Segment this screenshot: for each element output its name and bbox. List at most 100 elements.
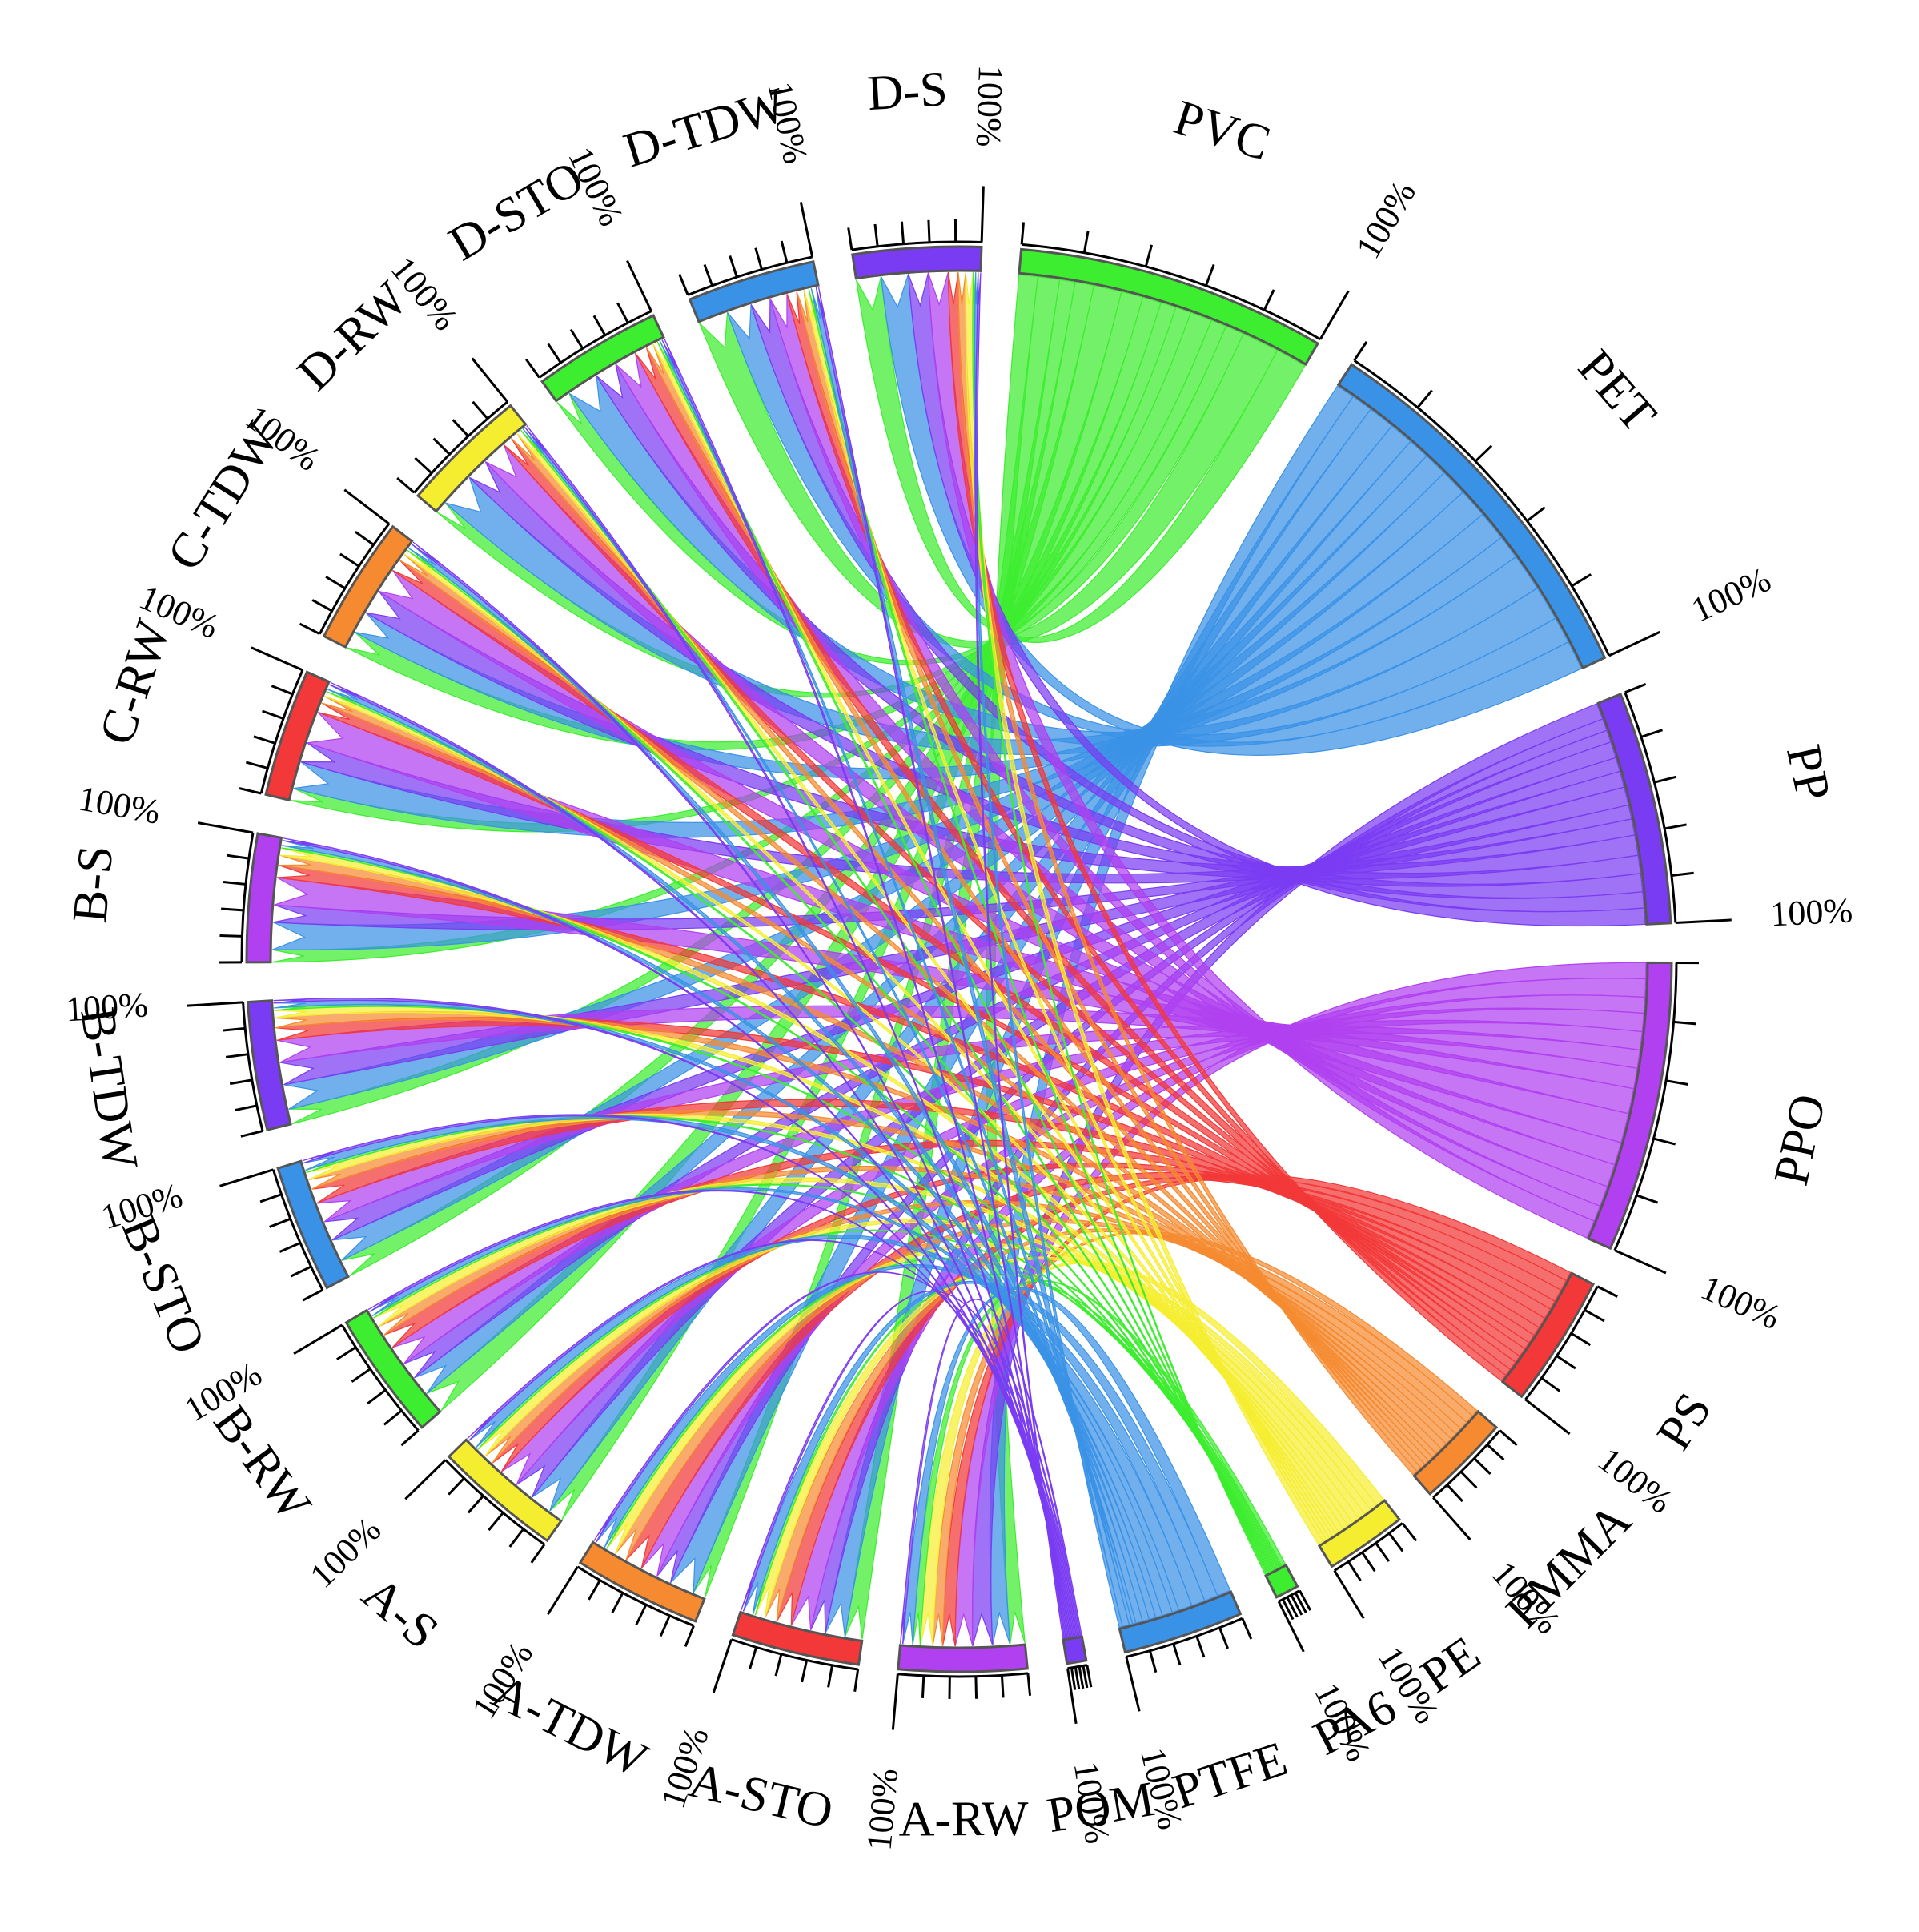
segment-label-pom: POM (1043, 1772, 1158, 1843)
tick-d-rw-3 (452, 419, 469, 437)
segment-arc-pp (1596, 693, 1672, 926)
segment-label-pet: PET (1568, 340, 1667, 443)
tick-pvc-1 (1082, 230, 1090, 253)
segment-label-a-sto: A-STO (684, 1753, 838, 1839)
tick-pvc-3 (1205, 263, 1215, 287)
tick-b-sto-0 (302, 1288, 323, 1302)
segment-label-a-tdw: A-TDW (484, 1665, 656, 1788)
segment-arc-pa6 (1264, 1563, 1299, 1599)
ribbon-d-rw-pa6 (520, 428, 1271, 1573)
ribbon-a-sto-pe (754, 1256, 1377, 1619)
tick-c-tdw-3 (339, 552, 360, 568)
ribbon-b-rw-pp (403, 757, 1621, 1379)
tick-baseline-a-s (444, 1459, 545, 1546)
tick-pet-3 (1526, 506, 1546, 522)
segment-arc-b-s (245, 832, 283, 964)
tick-pmma-4 (1446, 1484, 1463, 1503)
tick-d-rw-0 (396, 476, 416, 494)
ribbon-b-sto-pet (331, 455, 1445, 1261)
tick-d-sto-5 (626, 259, 652, 312)
ribbon-d-tdw-ptfe (810, 287, 1130, 1628)
percent-label-b-tdw: 100% (65, 985, 149, 1029)
percent-label-pet: 100% (1685, 560, 1776, 630)
tick-pvc-0 (1020, 222, 1026, 245)
ribbon-c-rw-ptfe (327, 684, 1150, 1622)
ribbon-b-s-ptfe (281, 840, 1157, 1621)
ribbon-b-rw-pa6 (371, 1183, 1279, 1569)
ribbon-d-rw-ppo (484, 444, 1616, 1187)
tick-b-rw-4 (336, 1346, 357, 1361)
tick-d-tdw-1 (703, 263, 714, 287)
tick-a-sto-2 (801, 1660, 809, 1683)
tick-a-s-2 (488, 1512, 504, 1532)
tick-pe-1 (1388, 1532, 1404, 1552)
tick-a-sto-0 (853, 1669, 860, 1692)
tick-b-sto-3 (269, 1217, 291, 1228)
tick-baseline-d-sto (538, 310, 652, 379)
tick-ps-2 (1570, 1332, 1592, 1347)
tick-d-rw-2 (432, 437, 451, 456)
tick-pp-3 (1664, 823, 1687, 830)
segment-arc-pmma (1412, 1409, 1499, 1496)
tick-d-s-2 (900, 221, 905, 244)
ribbon-b-rw-pom (367, 1189, 1078, 1637)
tick-a-rw-4 (921, 1675, 925, 1698)
segment-arc-pom (1062, 1635, 1088, 1665)
tick-ps-5 (1524, 1398, 1571, 1436)
tick-pom-1 (1082, 1665, 1089, 1689)
ribbon-d-s-pmma (957, 271, 1418, 1476)
ribbon-a-tdw-pom (593, 1271, 1080, 1637)
tick-a-rw-0 (1026, 1673, 1032, 1696)
tick-baseline-b-rw (340, 1324, 420, 1432)
tick-pa6-0 (1299, 1589, 1312, 1611)
tick-pmma-1 (1486, 1444, 1505, 1461)
ribbon-a-s-ptfe (468, 1235, 1193, 1611)
tick-pet-4 (1571, 573, 1592, 588)
ribbon-b-s-pom (282, 837, 1074, 1638)
tick-a-s-3 (467, 1495, 484, 1514)
ribbon-b-sto-pp (323, 770, 1625, 1241)
tick-d-rw-5 (471, 357, 509, 403)
ribbon-a-sto-pa6 (752, 1273, 1283, 1616)
tick-baseline-a-tdw (576, 1565, 695, 1627)
tick-ptfe-1 (1218, 1627, 1230, 1649)
ribbon-d-sto-pe (652, 341, 1331, 1540)
tick-pvc-4 (1263, 289, 1275, 311)
tick-c-tdw-2 (325, 576, 346, 590)
segment-label-pvc: PVC (1168, 90, 1277, 171)
tick-pe-5 (1333, 1569, 1365, 1620)
tick-c-rw-3 (262, 709, 284, 720)
tick-pe-2 (1375, 1542, 1391, 1562)
tick-b-sto-1 (290, 1265, 312, 1278)
segment-arc-a-tdw (578, 1540, 706, 1623)
segment-label-d-tdw: D-TDW (618, 78, 793, 179)
segment-arc-ps (1500, 1271, 1596, 1399)
tick-baseline-c-rw (259, 669, 304, 794)
segment-arc-b-tdw (247, 999, 292, 1131)
ribbon-d-tdw-ppo (769, 294, 1601, 1222)
ribbon-a-rw-ps (941, 1174, 1572, 1647)
segment-label-b-rw: B-RW (203, 1396, 321, 1531)
tick-pmma-2 (1473, 1457, 1491, 1475)
tick-d-tdw-5 (799, 202, 814, 258)
tick-a-sto-1 (827, 1665, 833, 1688)
tick-d-sto-0 (525, 358, 540, 379)
tick-b-rw-1 (383, 1409, 403, 1426)
tick-ptfe-2 (1195, 1635, 1206, 1658)
tick-ppo-3 (1653, 1137, 1676, 1146)
ribbon-b-tdw-pmma (275, 1010, 1447, 1450)
segment-label-c-tdw: C-TDW (157, 412, 290, 580)
tick-pmma-5 (1432, 1496, 1471, 1540)
ribbon-b-sto-pom (302, 1114, 1076, 1637)
tick-pa6-3 (1286, 1597, 1299, 1618)
ribbon-b-sto-ps (311, 1099, 1546, 1328)
ribbon-a-rw-ptfe (902, 1287, 1231, 1645)
tick-a-tdw-4 (588, 1579, 601, 1601)
tick-ppo-1 (1673, 1020, 1696, 1026)
ribbon-c-tdw-pa6 (407, 548, 1272, 1573)
ribbon-b-s-pmma (278, 854, 1442, 1455)
tick-pet-0 (1353, 341, 1368, 362)
segment-arc-d-sto (540, 314, 665, 403)
segment-label-d-sto: D-STO (440, 151, 593, 271)
tick-b-sto-4 (259, 1193, 283, 1203)
